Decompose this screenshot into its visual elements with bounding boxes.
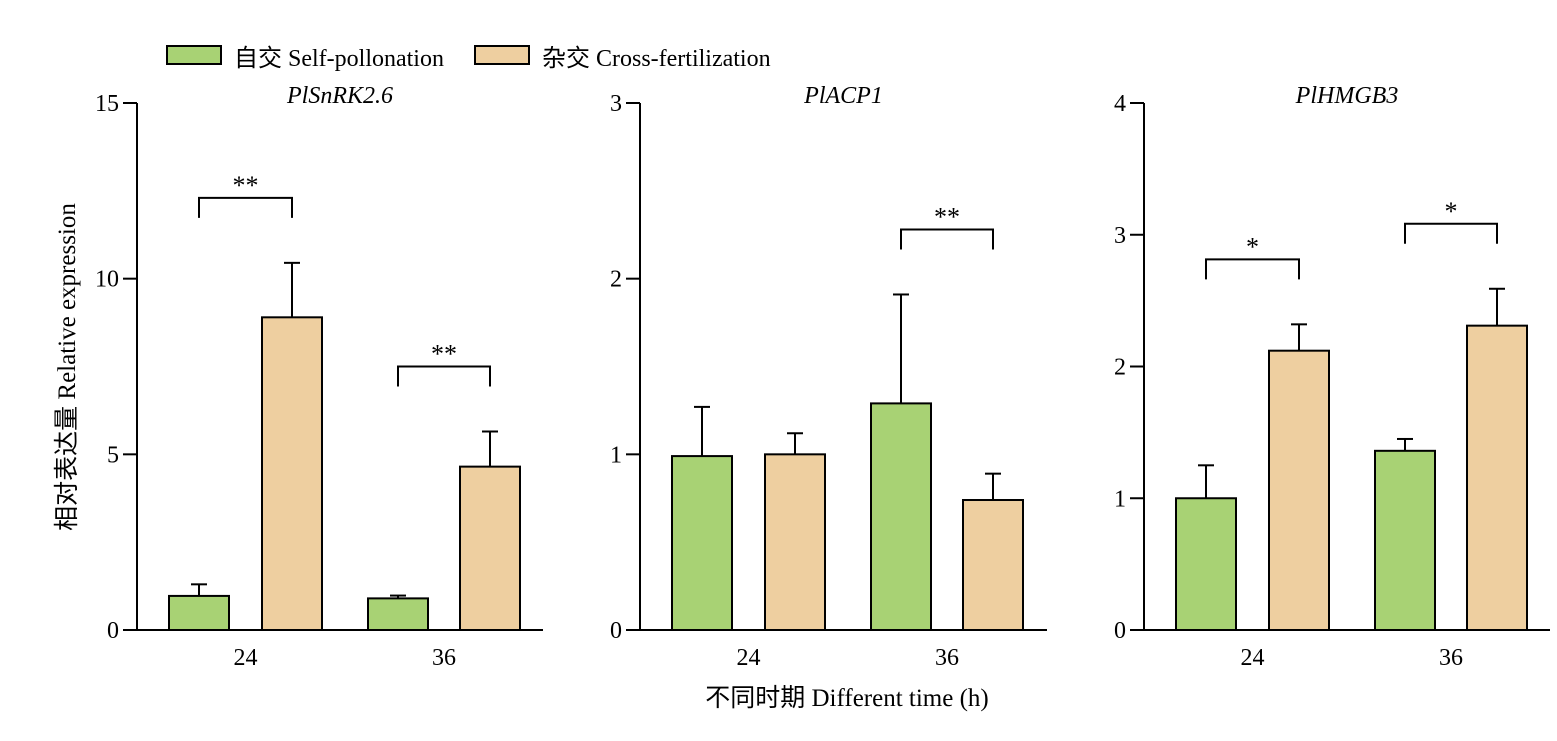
chart-title: PlSnRK2.6 <box>286 83 393 109</box>
x-tick-label: 36 <box>1439 645 1463 671</box>
y-tick-label: 1 <box>1114 486 1126 512</box>
y-axis-label: 相对表达量 Relative expression <box>53 203 81 531</box>
legend-item-cross: 杂交 Cross-fertilization <box>473 38 771 73</box>
y-tick-label: 0 <box>1114 618 1126 644</box>
significance-bracket <box>1205 258 1300 280</box>
chart-title: PlACP1 <box>803 83 883 109</box>
legend-swatch-cross <box>473 45 530 65</box>
bar <box>671 455 733 631</box>
legend-label-self: 自交 Self-pollonation <box>234 45 444 72</box>
significance-label: ** <box>233 171 259 200</box>
significance-label: ** <box>431 339 457 368</box>
chart-title: PlHMGB3 <box>1295 83 1399 109</box>
bar <box>1374 449 1436 631</box>
y-tick-label: 2 <box>1114 355 1126 381</box>
x-tick-label: 36 <box>432 645 456 671</box>
bar <box>367 597 429 632</box>
y-tick-label: 3 <box>610 91 622 117</box>
x-tick-label: 24 <box>737 645 761 671</box>
significance-bracket <box>397 365 491 387</box>
significance-bracket <box>1404 222 1498 244</box>
x-tick-label: 24 <box>1241 645 1265 671</box>
bar <box>168 594 230 631</box>
y-tick-label: 15 <box>95 91 119 117</box>
x-tick-label: 24 <box>234 645 258 671</box>
legend: 自交 Self-pollonation 杂交 Cross-fertilizati… <box>166 38 801 72</box>
bar <box>261 316 323 631</box>
bar <box>459 465 521 631</box>
bar <box>1268 349 1330 631</box>
x-axis-label: 不同时期 Different time (h) <box>705 684 989 712</box>
bar <box>1466 324 1528 631</box>
bar <box>1175 497 1237 631</box>
bar <box>962 499 1024 631</box>
bar <box>870 402 932 632</box>
y-tick-label: 4 <box>1114 91 1126 117</box>
bar <box>764 453 826 632</box>
significance-label: * <box>1246 232 1259 261</box>
significance-bracket <box>900 228 994 250</box>
significance-bracket <box>198 196 293 218</box>
legend-swatch-self <box>166 45 222 65</box>
y-tick-label: 2 <box>610 267 622 293</box>
x-tick-label: 36 <box>935 645 959 671</box>
legend-label-cross: 杂交 Cross-fertilization <box>541 45 771 72</box>
y-tick-label: 10 <box>95 267 119 293</box>
y-tick-label: 1 <box>610 442 622 468</box>
y-tick-label: 3 <box>1114 223 1126 249</box>
y-tick-label: 0 <box>610 618 622 644</box>
legend-item-self: 自交 Self-pollonation <box>166 38 444 73</box>
y-tick-label: 5 <box>107 442 119 468</box>
y-tick-label: 0 <box>107 618 119 644</box>
significance-label: ** <box>934 202 960 231</box>
significance-label: * <box>1445 197 1458 226</box>
